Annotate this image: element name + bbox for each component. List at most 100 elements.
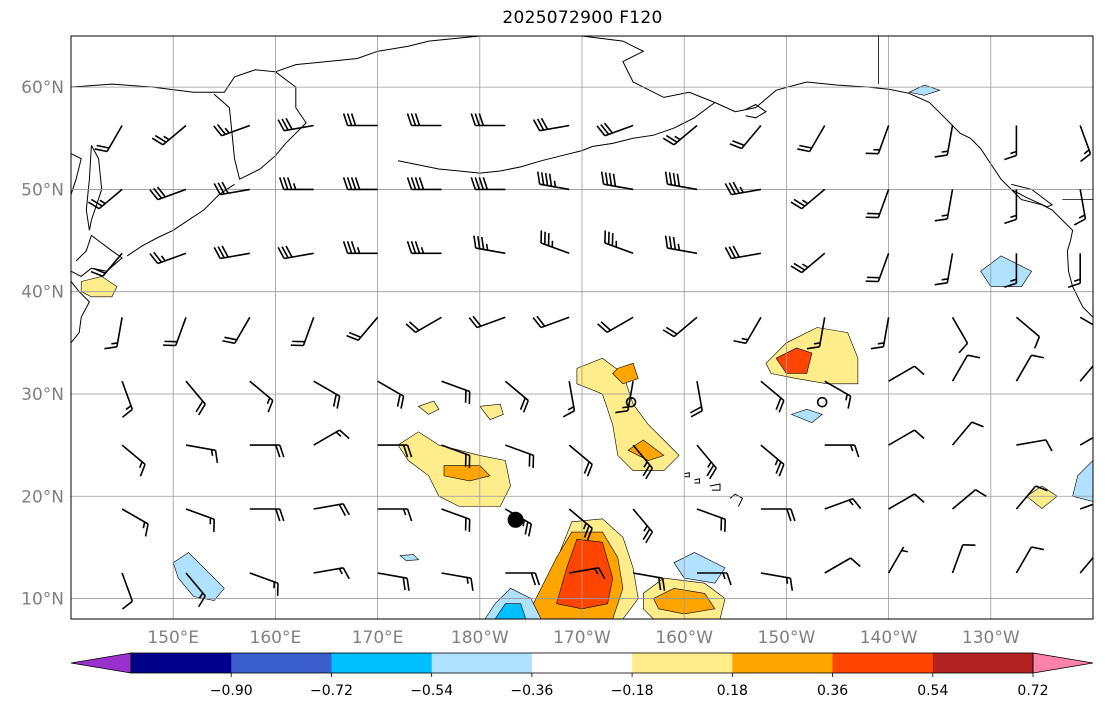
wind-barb [277, 117, 314, 132]
colorbar-segment [231, 653, 332, 673]
wind-barb [760, 508, 796, 522]
wind-barb [1079, 429, 1093, 446]
coastline-hawaii-4 [684, 472, 690, 478]
coastline-hawaii-3 [694, 478, 700, 484]
wind-barb [1067, 253, 1081, 289]
wind-barb [1016, 439, 1053, 452]
open-circle-2-marker [816, 396, 828, 408]
wind-barb [532, 117, 570, 132]
contour-region-21 [1026, 485, 1058, 509]
wind-barb [664, 171, 698, 191]
lat-label: 20°N [21, 487, 64, 507]
colorbar-extend-high [1032, 652, 1094, 674]
lat-label: 50°N [21, 180, 64, 200]
contour-region-11 [765, 327, 859, 385]
contour-region-16 [172, 552, 225, 601]
wind-barb [505, 572, 541, 586]
wind-barb [597, 316, 634, 333]
coastline-kamchatka-siberia [71, 69, 307, 180]
coastline-hokkaido [71, 234, 123, 277]
wind-barb [249, 380, 274, 413]
wind-barb [290, 317, 315, 347]
contour-layer [80, 84, 1093, 619]
contour-region-5 [556, 538, 614, 610]
wind-barb [94, 125, 123, 153]
wind-barb [470, 113, 506, 127]
wind-barb [277, 245, 314, 260]
wind-barb [934, 253, 954, 286]
wind-barb [696, 508, 726, 532]
wind-barb [185, 380, 206, 416]
wind-barb [213, 245, 250, 260]
wind-barb [951, 316, 969, 354]
colorbar-tick-label: −0.18 [611, 683, 654, 699]
wind-barb [313, 380, 341, 409]
wind-barb [760, 572, 794, 591]
wind-barb [632, 572, 666, 591]
wind-barb [313, 503, 350, 516]
colorbar-tick-label: 0.36 [817, 683, 848, 699]
wind-barb [1004, 125, 1018, 161]
contour-region-18 [908, 84, 941, 96]
coastline-alaska-mainland [428, 36, 1093, 318]
wind-barb [664, 235, 698, 255]
gridline-layer [71, 36, 1093, 619]
latitude-labels: 60°N 50°N 40°N 30°N 20°N 10°N [21, 78, 64, 609]
wind-barb [1004, 253, 1018, 289]
colorbar-segment [632, 653, 733, 673]
lat-label: 60°N [21, 78, 64, 98]
wind-barb [504, 380, 530, 413]
colorbar-tick-label: −0.72 [310, 683, 353, 699]
wind-barb [1015, 316, 1041, 349]
lon-label: 180°W [451, 628, 509, 648]
wind-barb [532, 315, 570, 329]
wind-barb [441, 508, 471, 532]
wind-barb [90, 252, 123, 278]
contour-region-12 [775, 347, 813, 374]
wind-barb [865, 253, 890, 283]
contour-region-22 [417, 400, 440, 415]
wind-barb [313, 567, 350, 580]
wind-barb [1079, 497, 1093, 510]
wind-barb [151, 124, 187, 146]
wind-barb [1079, 549, 1093, 574]
wind-barb [377, 572, 410, 591]
wind-barb [1079, 316, 1093, 333]
contour-region-24 [399, 554, 420, 562]
colorbar-segment [131, 653, 232, 673]
wind-barb [470, 177, 506, 191]
wind-barb [405, 316, 442, 333]
wind-barb [185, 508, 215, 532]
coastline-chukotka-coast [275, 40, 429, 73]
wind-barb [951, 544, 976, 574]
wind-barb [185, 572, 206, 608]
wind-barb [865, 189, 890, 219]
wind-barb [441, 380, 471, 405]
wind-barb [824, 497, 862, 510]
wind-barb [824, 380, 852, 409]
wind-barb [790, 188, 826, 210]
wind-barb [377, 380, 405, 409]
wind-barb [406, 177, 442, 191]
colorbar-tick-label: 0.72 [1017, 683, 1048, 699]
wind-barb [342, 177, 378, 191]
wind-barb [697, 572, 732, 586]
coastline-kodiak [745, 103, 767, 119]
wind-barb [888, 493, 925, 510]
wind-barb [149, 186, 187, 201]
lat-label: 40°N [21, 283, 64, 303]
wind-barb [887, 546, 908, 574]
colorbar-extend-low [70, 652, 132, 674]
wind-barb [760, 444, 785, 477]
colorbar-tick-label: −0.54 [410, 683, 453, 699]
wind-barb [604, 230, 634, 255]
wind-barb [888, 429, 925, 446]
wind-barb [441, 572, 474, 591]
wind-barb [121, 508, 149, 537]
lat-label: 30°N [21, 385, 64, 405]
coastline-aleutians [397, 150, 583, 174]
coastline-vancouver-island [1010, 183, 1054, 208]
wind-barb [249, 444, 285, 458]
wind-barb [888, 365, 925, 382]
